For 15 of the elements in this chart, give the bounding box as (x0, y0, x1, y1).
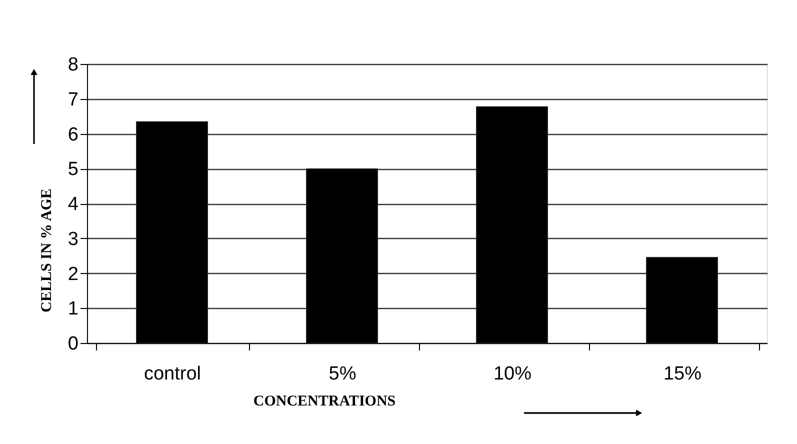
y-tick-label: 6 (68, 124, 78, 146)
y-tick-label: 1 (68, 298, 78, 320)
x-tick-label: 15% (663, 364, 702, 384)
x-tick-label: control (144, 364, 202, 384)
y-tick-label: 5 (68, 159, 78, 180)
y-tick-label: 4 (68, 194, 79, 215)
y-tick-label: 2 (68, 264, 78, 285)
y-tick-label: 0 (68, 334, 78, 354)
x-axis-title: CONCENTRATIONS (253, 394, 396, 410)
y-tick-label: 7 (68, 89, 78, 110)
y-tick-label: 3 (68, 228, 78, 250)
y-axis-title: CELLS IN % AGE (38, 188, 55, 312)
x-tick-label: 10% (493, 364, 532, 384)
x-tick-label: 5% (328, 364, 356, 384)
y-tick-label: 8 (68, 54, 78, 76)
